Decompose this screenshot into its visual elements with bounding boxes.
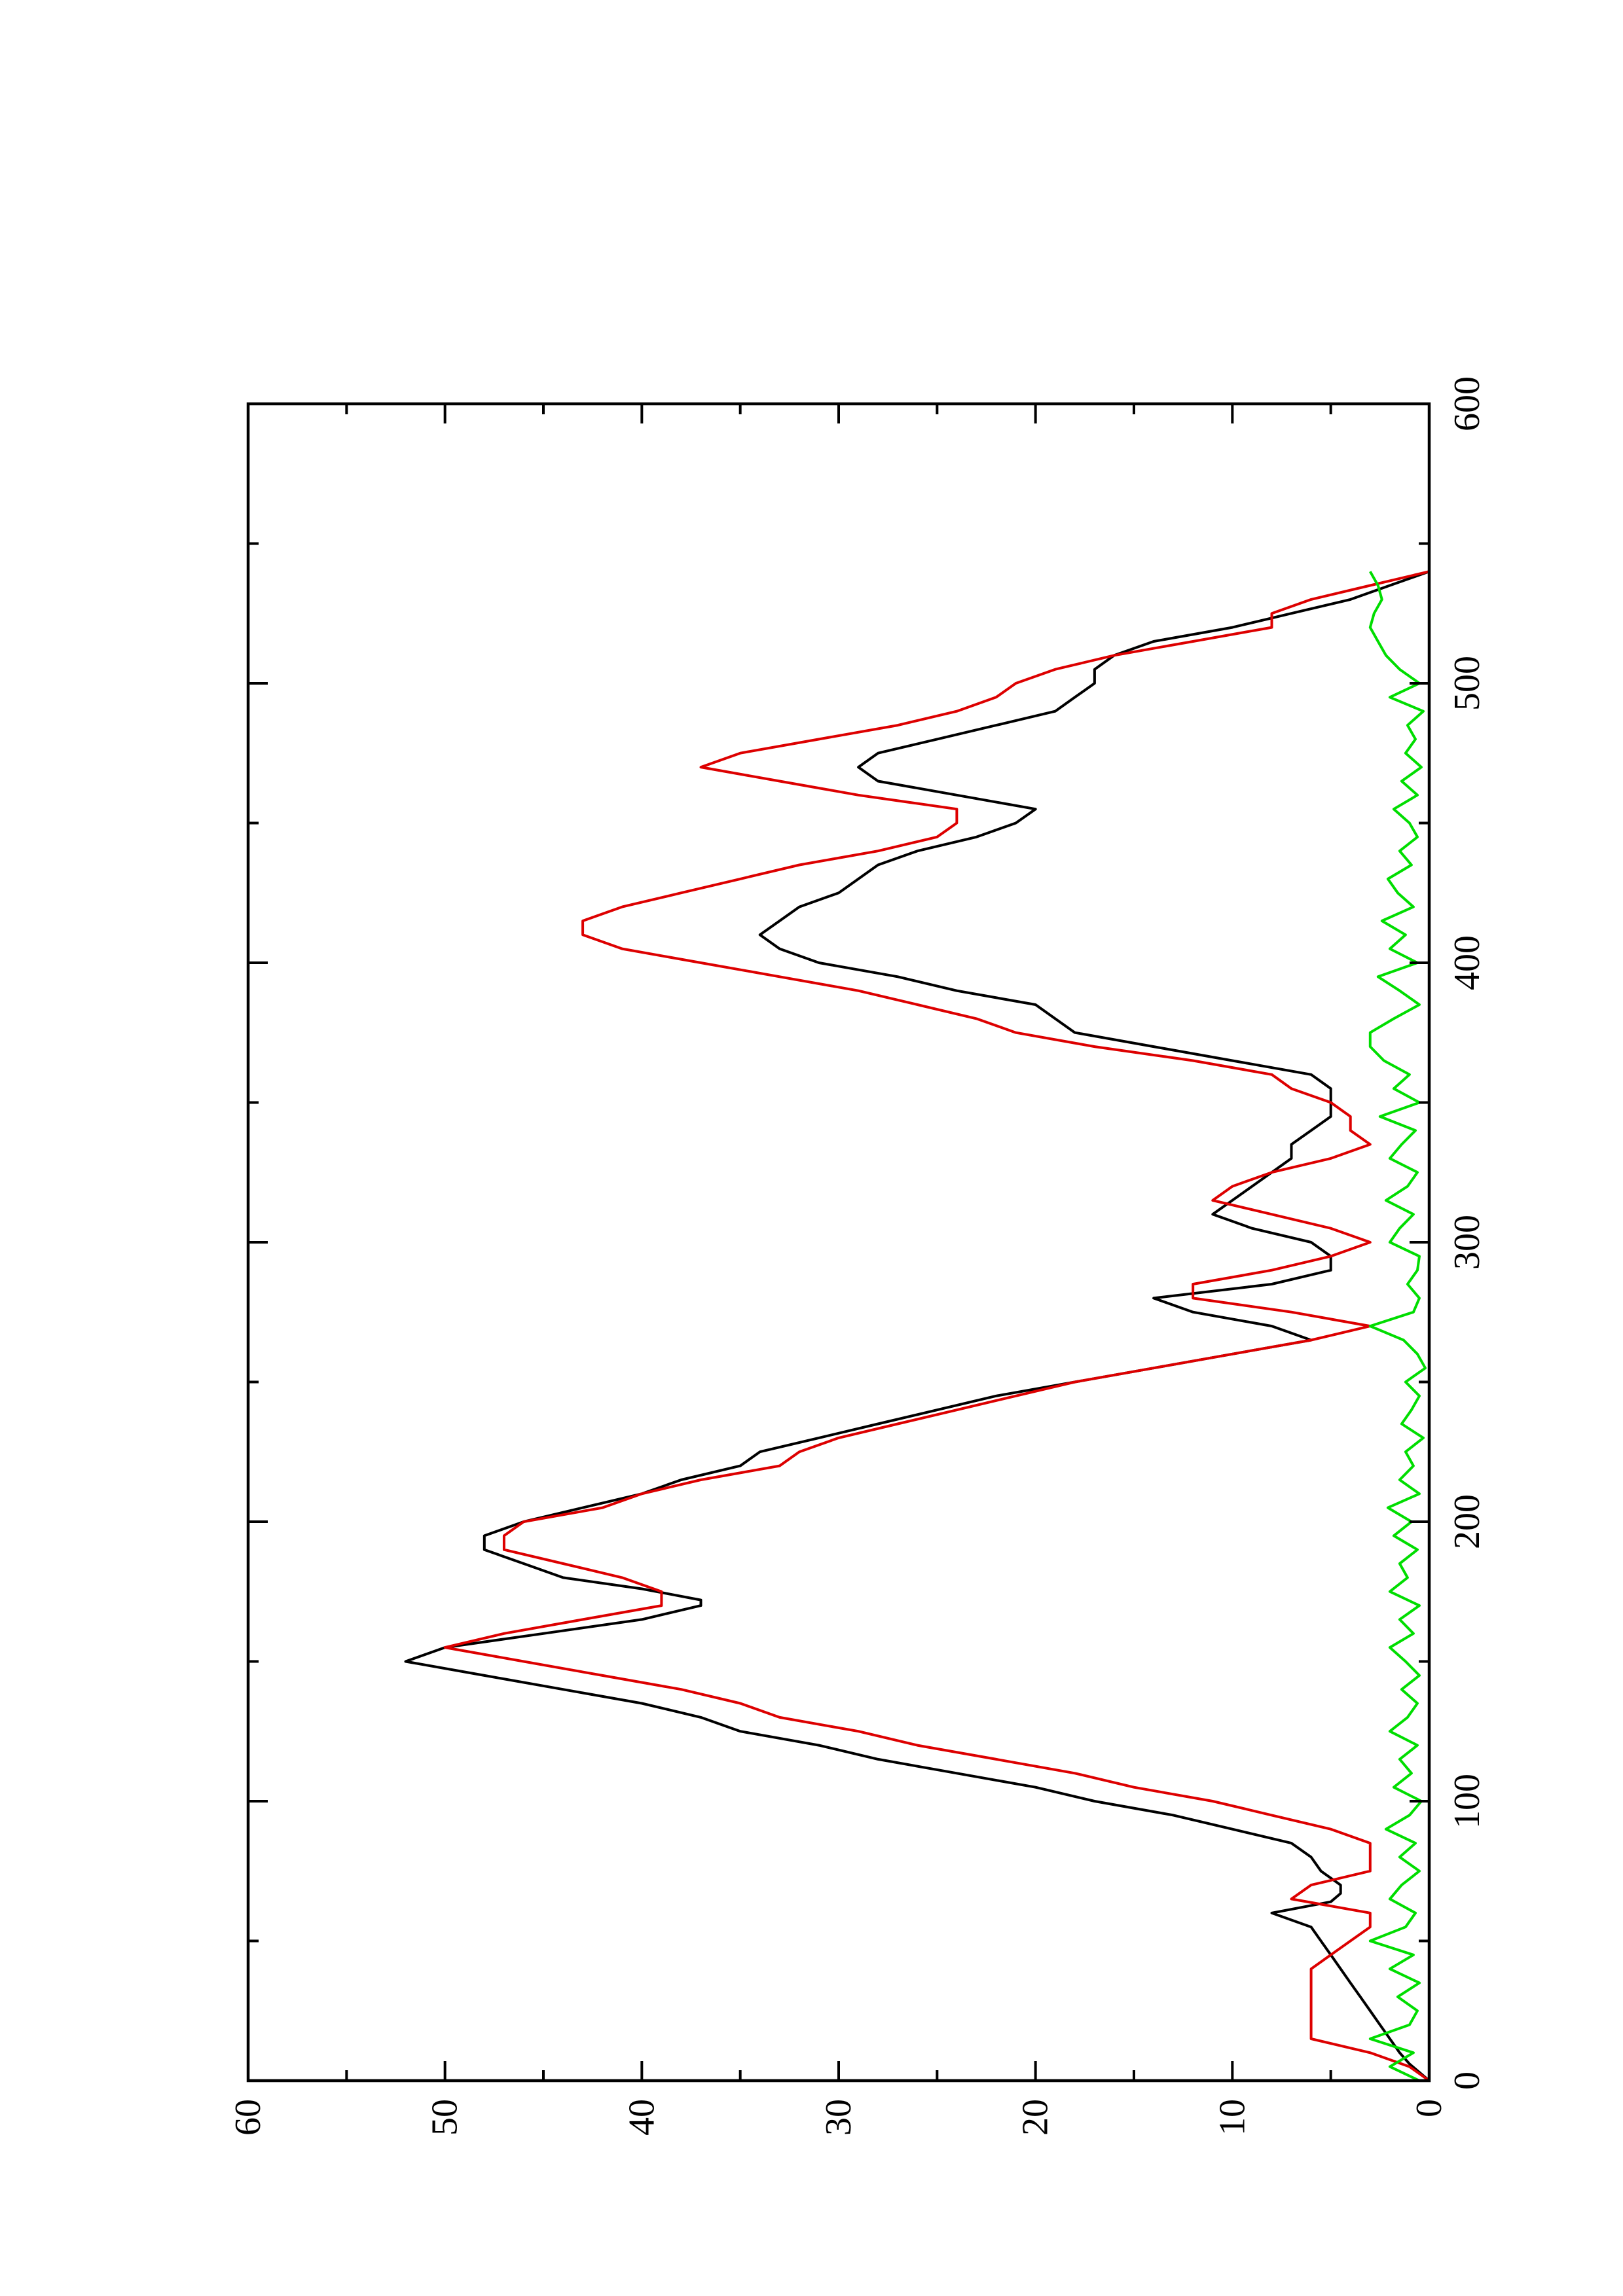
series-line-3 [1368,571,1427,2082]
x-tick-label: 200 [1447,1494,1487,1549]
y-tick-label: 20 [1015,2099,1056,2136]
series-layer [404,570,1431,2082]
y-tick-label: 60 [228,2099,268,2136]
y-tick-label: 40 [621,2099,662,2136]
x-tick-label: 600 [1447,376,1487,431]
y-tick-label: 50 [425,2099,465,2136]
y-tick-label: 30 [818,2099,859,2136]
plot-area [246,402,1431,2083]
x-tick-label: 300 [1447,1215,1487,1270]
y-tick-label: 0 [1409,2099,1450,2117]
ticks-layer [247,403,1431,2082]
x-tick-label: 100 [1447,1774,1487,1829]
tick-labels-layer: 0 100 200 300 400 500 600 0 10 20 30 40 50 60 [228,376,1487,2136]
y-tick-label: 10 [1212,2099,1252,2136]
x-tick-label: 500 [1447,656,1487,711]
x-tick-label: 400 [1447,935,1487,990]
x-tick-label: 0 [1447,2072,1487,2090]
